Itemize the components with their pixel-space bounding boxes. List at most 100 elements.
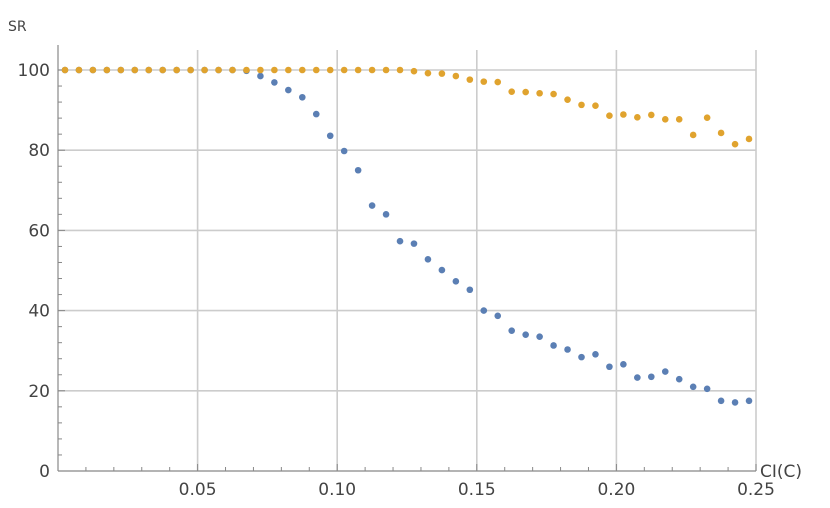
data-point [620,111,627,118]
data-point [326,66,334,74]
data-point [675,375,683,383]
data-point [215,66,222,74]
data-point [494,78,502,86]
data-point [703,114,711,122]
data-point [75,66,83,74]
data-point [201,66,208,74]
series-2 [61,66,753,148]
data-point [340,147,348,155]
data-point [173,66,180,74]
data-points [61,66,753,406]
data-point [159,66,166,74]
y-axis-label: SR [8,19,27,35]
x-tick-label: 0.10 [318,480,356,500]
data-point [745,135,753,143]
data-point [731,140,739,148]
data-point [620,361,627,368]
y-tick-label: 0 [39,462,50,482]
data-point [703,385,711,393]
data-point [424,255,432,263]
x-tick-label: 0.15 [458,480,496,500]
data-point [689,383,697,391]
data-point [243,66,250,74]
data-point [578,353,585,361]
series-1 [61,66,753,406]
data-point [634,114,641,121]
data-point [731,399,739,406]
data-point [145,66,153,74]
data-point [536,89,543,97]
data-point [396,66,404,74]
data-point [717,397,725,405]
y-tick-label: 80 [28,141,50,161]
data-point [368,66,376,74]
x-tick-labels: 0.05 0.10 0.15 0.20 0.25 [179,480,775,500]
data-point [550,342,557,349]
data-point [606,363,613,371]
data-point [382,211,390,218]
data-point [689,131,697,139]
data-point [424,69,432,77]
data-point [229,66,236,74]
data-point [312,66,320,74]
data-point [466,286,474,294]
data-point [466,76,474,83]
data-point [452,72,460,80]
data-point [745,397,753,405]
x-axis-label: CI(C) [760,462,802,482]
data-point [480,78,488,85]
data-point [522,331,529,338]
data-point [452,278,460,285]
data-point [285,66,292,74]
data-point [396,237,404,245]
data-point [117,66,125,74]
data-point [564,346,571,353]
data-point [257,72,264,80]
data-point [438,70,446,77]
data-point [675,116,683,123]
data-point [717,129,725,137]
data-point [354,66,362,74]
data-point [508,88,515,95]
data-point [312,110,320,118]
data-point [340,66,348,74]
data-point [648,373,655,381]
y-tick-label: 60 [28,221,50,241]
data-point [648,111,655,119]
data-point [285,86,292,94]
x-tick-label: 0.25 [737,480,775,500]
grid-lines [58,50,757,471]
data-point [606,112,613,120]
data-point [368,202,376,209]
data-point [299,66,306,74]
data-point [592,102,599,109]
data-point [578,101,585,109]
data-point [661,368,669,375]
x-tick-label: 0.05 [179,480,217,500]
data-point [131,66,139,74]
y-tick-label: 40 [28,302,50,322]
y-tick-labels: 0 20 40 60 80 100 [18,61,50,482]
y-tick-label: 20 [28,382,50,402]
data-point [61,66,69,74]
data-point [564,96,571,103]
minor-ticks [57,69,757,472]
data-point [410,67,418,75]
data-point [89,66,97,74]
x-tick-label: 0.20 [597,480,635,500]
data-point [480,307,488,314]
data-point [271,79,278,86]
data-point [257,66,264,74]
data-point [536,333,543,340]
data-point [592,351,599,358]
data-point [661,116,669,123]
data-point [550,90,557,98]
data-point [326,132,334,140]
data-point [103,66,111,74]
data-point [522,88,529,96]
data-point [508,327,515,334]
data-point [438,266,446,274]
data-point [494,312,502,320]
data-point [271,66,278,74]
